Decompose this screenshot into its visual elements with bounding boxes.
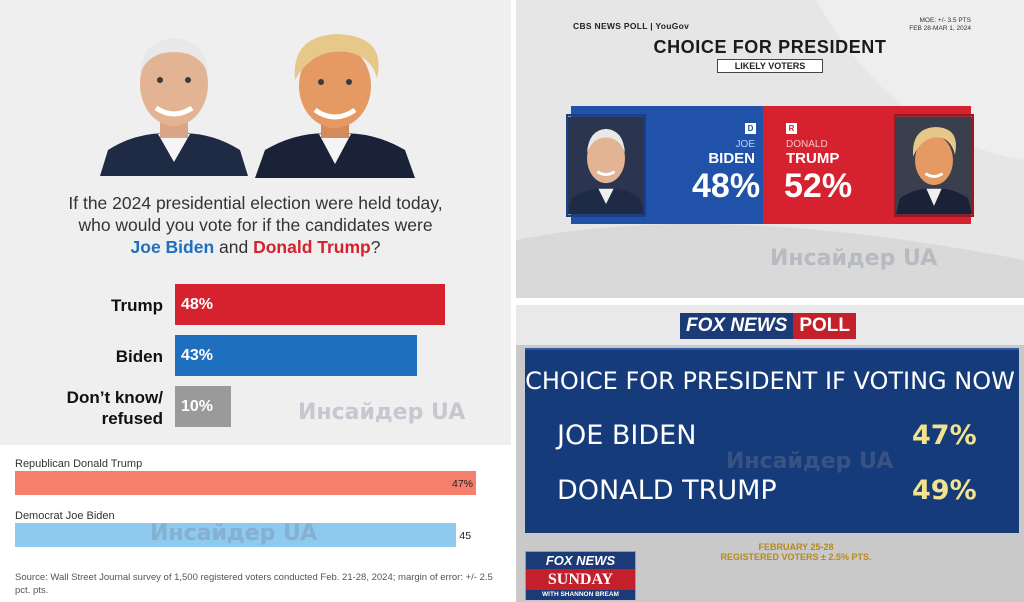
first-name-biden: JOE xyxy=(735,139,755,150)
value-label-biden: 45 xyxy=(459,530,472,542)
row-name-trump: DONALD TRUMP xyxy=(557,475,777,506)
wsj-style-poll-panel: If the 2024 presidential election were h… xyxy=(0,0,511,445)
watermark: Инсайдер UA xyxy=(150,521,318,546)
value-label-trump: 49% xyxy=(912,475,977,506)
party-badge-d: D xyxy=(745,123,756,134)
show-network: FOX NEWS xyxy=(526,552,635,569)
chart-title: CHOICE FOR PRESIDENT IF VOTING NOW xyxy=(525,367,1015,395)
margin-of-error: MOE: +/- 3.5 PTS FEB 28-MAR 1, 2024 xyxy=(909,17,971,33)
logo-poll: POLL xyxy=(793,313,857,339)
chart-title: CHOICE FOR PRESIDENT xyxy=(653,37,887,57)
moe-text: MOE: +/- 3.5 PTS xyxy=(919,17,971,24)
category-label-biden: Biden xyxy=(115,347,163,366)
question-trump: Donald Trump xyxy=(253,237,371,257)
bar-biden xyxy=(175,335,417,376)
value-label-trump: 48% xyxy=(181,296,214,313)
bar-trump xyxy=(15,471,476,495)
watermark: Инсайдер UA xyxy=(298,400,466,425)
value-label-undecided: 10% xyxy=(181,398,214,415)
row-name-biden: JOE BIDEN xyxy=(557,420,697,451)
cbs-brand: CBS NEWS POLL | YouGov xyxy=(573,21,690,31)
poll-dates: FEB 28-MAR 1, 2024 xyxy=(909,25,971,32)
last-name-trump: TRUMP xyxy=(786,150,840,167)
question-line-2: who would you vote for if the candidates… xyxy=(78,215,433,235)
value-label-biden: 43% xyxy=(181,347,214,364)
party-badge-r: R xyxy=(786,123,797,134)
trump-portrait-icon xyxy=(894,114,974,217)
logo-fox-news: FOX NEWS xyxy=(680,313,794,339)
series-name-trump: Republican Donald Trump xyxy=(15,458,143,470)
trump-portrait-icon xyxy=(255,22,415,178)
cbs-poll-panel: CBS NEWS POLL | YouGov MOE: +/- 3.5 PTS … xyxy=(516,0,1024,298)
footer-dates: FEBRUARY 25-28 xyxy=(758,542,834,552)
show-name: SUNDAY xyxy=(526,569,635,590)
value-label-trump: 52% xyxy=(784,167,853,205)
value-label-trump: 47% xyxy=(452,478,474,490)
bar-trump xyxy=(175,284,445,325)
bar-undecided xyxy=(175,386,231,427)
source-note: Source: Wall Street Journal survey of 1,… xyxy=(15,572,493,596)
series-name-biden: Democrat Joe Biden xyxy=(15,510,115,522)
poll-footer: FEBRUARY 25-28 REGISTERED VOTERS ± 2.5% … xyxy=(616,542,976,562)
question-biden: Joe Biden xyxy=(130,237,215,257)
question-mark: ? xyxy=(370,237,381,257)
category-label-undecided: Don’t know/ refused xyxy=(66,388,163,428)
last-name-biden: BIDEN xyxy=(708,150,755,167)
footer-sample: REGISTERED VOTERS ± 2.5% PTS. xyxy=(720,552,872,562)
question-line-1: If the 2024 presidential election were h… xyxy=(68,193,443,213)
show-host: WITH SHANNON BREAM xyxy=(526,590,635,600)
biden-portrait-icon xyxy=(100,22,248,176)
fox-news-sunday-logo: FOX NEWS SUNDAY WITH SHANNON BREAM xyxy=(525,551,636,600)
value-label-biden: 47% xyxy=(912,420,977,451)
watermark: Инсайдер UA xyxy=(770,246,938,271)
bar-biden xyxy=(15,523,457,547)
watermark: Инсайдер UA xyxy=(726,449,894,474)
value-label-biden: 48% xyxy=(692,167,761,205)
poll-question: If the 2024 presidential election were h… xyxy=(0,192,511,258)
category-label-trump: Trump xyxy=(111,296,163,315)
fox-poll-panel: FOX NEWS POLL CHOICE FOR PRESIDENT IF VO… xyxy=(516,305,1024,602)
question-line-3: Joe Biden and Donald Trump? xyxy=(0,236,511,258)
question-and: and xyxy=(219,237,249,257)
wsj-survey-panel: Republican Donald Trump 47% Democrat Joe… xyxy=(0,445,511,602)
fox-news-poll-logo: FOX NEWS POLL xyxy=(680,313,857,339)
chart-subtitle: LIKELY VOTERS xyxy=(717,59,823,73)
first-name-trump: DONALD xyxy=(786,139,828,150)
biden-portrait-icon xyxy=(566,114,646,217)
results-board xyxy=(525,348,1019,533)
